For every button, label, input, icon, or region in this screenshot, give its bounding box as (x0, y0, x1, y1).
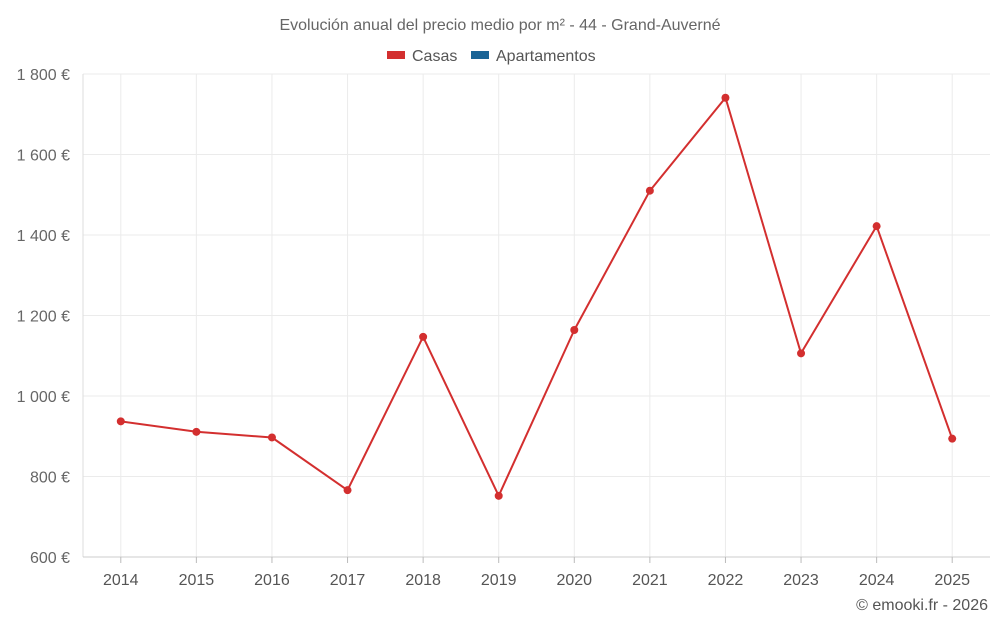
y-axis: 600 € 800 € 1 000 € 1 200 € 1 400 € 1 600 € 1 … (17, 67, 70, 567)
y-tick-label: 1 400 € (17, 228, 70, 245)
data-point-2018[interactable] (419, 332, 428, 341)
x-tick-label: 2017 (330, 572, 366, 589)
data-point-2019[interactable] (494, 491, 503, 500)
x-tick-label: 2019 (481, 572, 517, 589)
x-axis: 2014 2015 2016 2017 2018 2019 2020 2021 2022 2023… (103, 557, 970, 589)
x-tick-label: 2024 (859, 572, 895, 589)
x-tick-label: 2015 (179, 572, 215, 589)
x-tick-label: 2020 (556, 572, 592, 589)
x-tick-label: 2025 (934, 572, 970, 589)
y-tick-label: 1 200 € (17, 309, 70, 326)
x-tick-label: 2016 (254, 572, 290, 589)
legend-item-apartamentos[interactable]: Apartamentos (471, 48, 596, 65)
y-tick-label: 1 600 € (17, 148, 70, 165)
legend-label-casas: Casas (412, 48, 457, 65)
data-point-2025[interactable] (948, 434, 957, 443)
legend-swatch-apartamentos (471, 51, 489, 59)
data-point-2021[interactable] (645, 186, 654, 195)
y-tick-label: 1 000 € (17, 389, 70, 406)
data-point-2020[interactable] (570, 325, 579, 334)
series-line-casas (120, 96, 954, 497)
chart-title: Evolución anual del precio medio por m² … (279, 17, 720, 34)
data-point-2017[interactable] (343, 486, 352, 495)
credit-text: © emooki.fr - 2026 (856, 597, 988, 614)
legend: Casas Apartamentos (387, 48, 596, 65)
x-tick-label: 2014 (103, 572, 139, 589)
legend-item-casas[interactable]: Casas (387, 48, 457, 65)
y-tick-label: 800 € (30, 470, 70, 487)
x-tick-label: 2022 (708, 572, 744, 589)
data-point-2024[interactable] (872, 222, 881, 231)
y-tick-label: 600 € (30, 550, 70, 567)
data-point-2022[interactable] (721, 93, 730, 102)
series-casas (116, 93, 957, 500)
data-point-2023[interactable] (797, 349, 806, 358)
x-tick-label: 2018 (405, 572, 441, 589)
legend-label-apartamentos: Apartamentos (496, 48, 596, 65)
data-point-2014[interactable] (116, 417, 125, 426)
y-tick-label: 1 800 € (17, 67, 70, 84)
x-tick-label: 2021 (632, 572, 668, 589)
legend-swatch-casas (387, 51, 405, 59)
grid (82, 73, 990, 558)
data-point-2015[interactable] (192, 427, 201, 436)
data-point-2016[interactable] (267, 433, 276, 442)
x-tick-label: 2023 (783, 572, 819, 589)
